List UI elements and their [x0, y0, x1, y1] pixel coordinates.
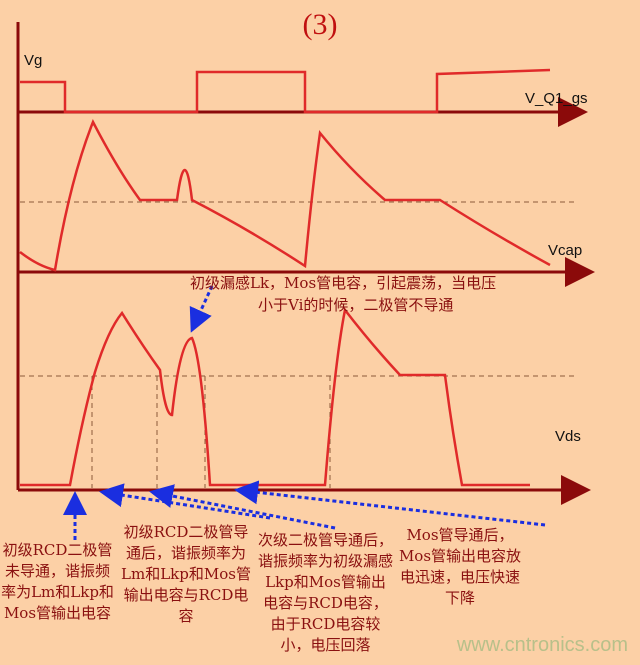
annotation-top-line1: 初级漏感Lk，Mos管电容，引起震荡，当电压	[190, 274, 497, 292]
vcap-label: Vcap	[548, 242, 583, 259]
annotation-1: 初级RCD二极管未导通，谐振频率为Lm和Lkp和Mos管输出电容	[1, 541, 114, 622]
diagram-title: (3)	[302, 8, 338, 41]
vds-waveform	[20, 307, 530, 487]
vg-label: Vg	[24, 52, 43, 69]
annotation-arrow	[189, 285, 214, 333]
annotation-2: 初级RCD二极管导通后，谐振频率为Lm和Lkp和Mos管输出电容与RCD电容	[121, 523, 251, 625]
annotation-arrow	[149, 484, 336, 530]
vq1-gs-label: V_Q1_gs	[525, 90, 588, 107]
annotation-arrow	[234, 480, 546, 527]
annotation-3: 次级二极管导通后，谐振频率为初级漏感Lkp和Mos管输出电容与RCD电容，由于R…	[258, 531, 394, 654]
vcap-waveform	[19, 118, 551, 272]
annotation-arrow	[99, 483, 271, 520]
annotation-top-line2: 小于Vi的时候，二极管不导通	[258, 296, 454, 314]
vds-label: Vds	[555, 428, 581, 445]
vg-waveform	[20, 68, 551, 114]
annotation-4: Mos管导通后，Mos管输出电容放电迅速，电压快速下降	[398, 526, 522, 607]
watermark: www.cntronics.com	[456, 634, 628, 656]
